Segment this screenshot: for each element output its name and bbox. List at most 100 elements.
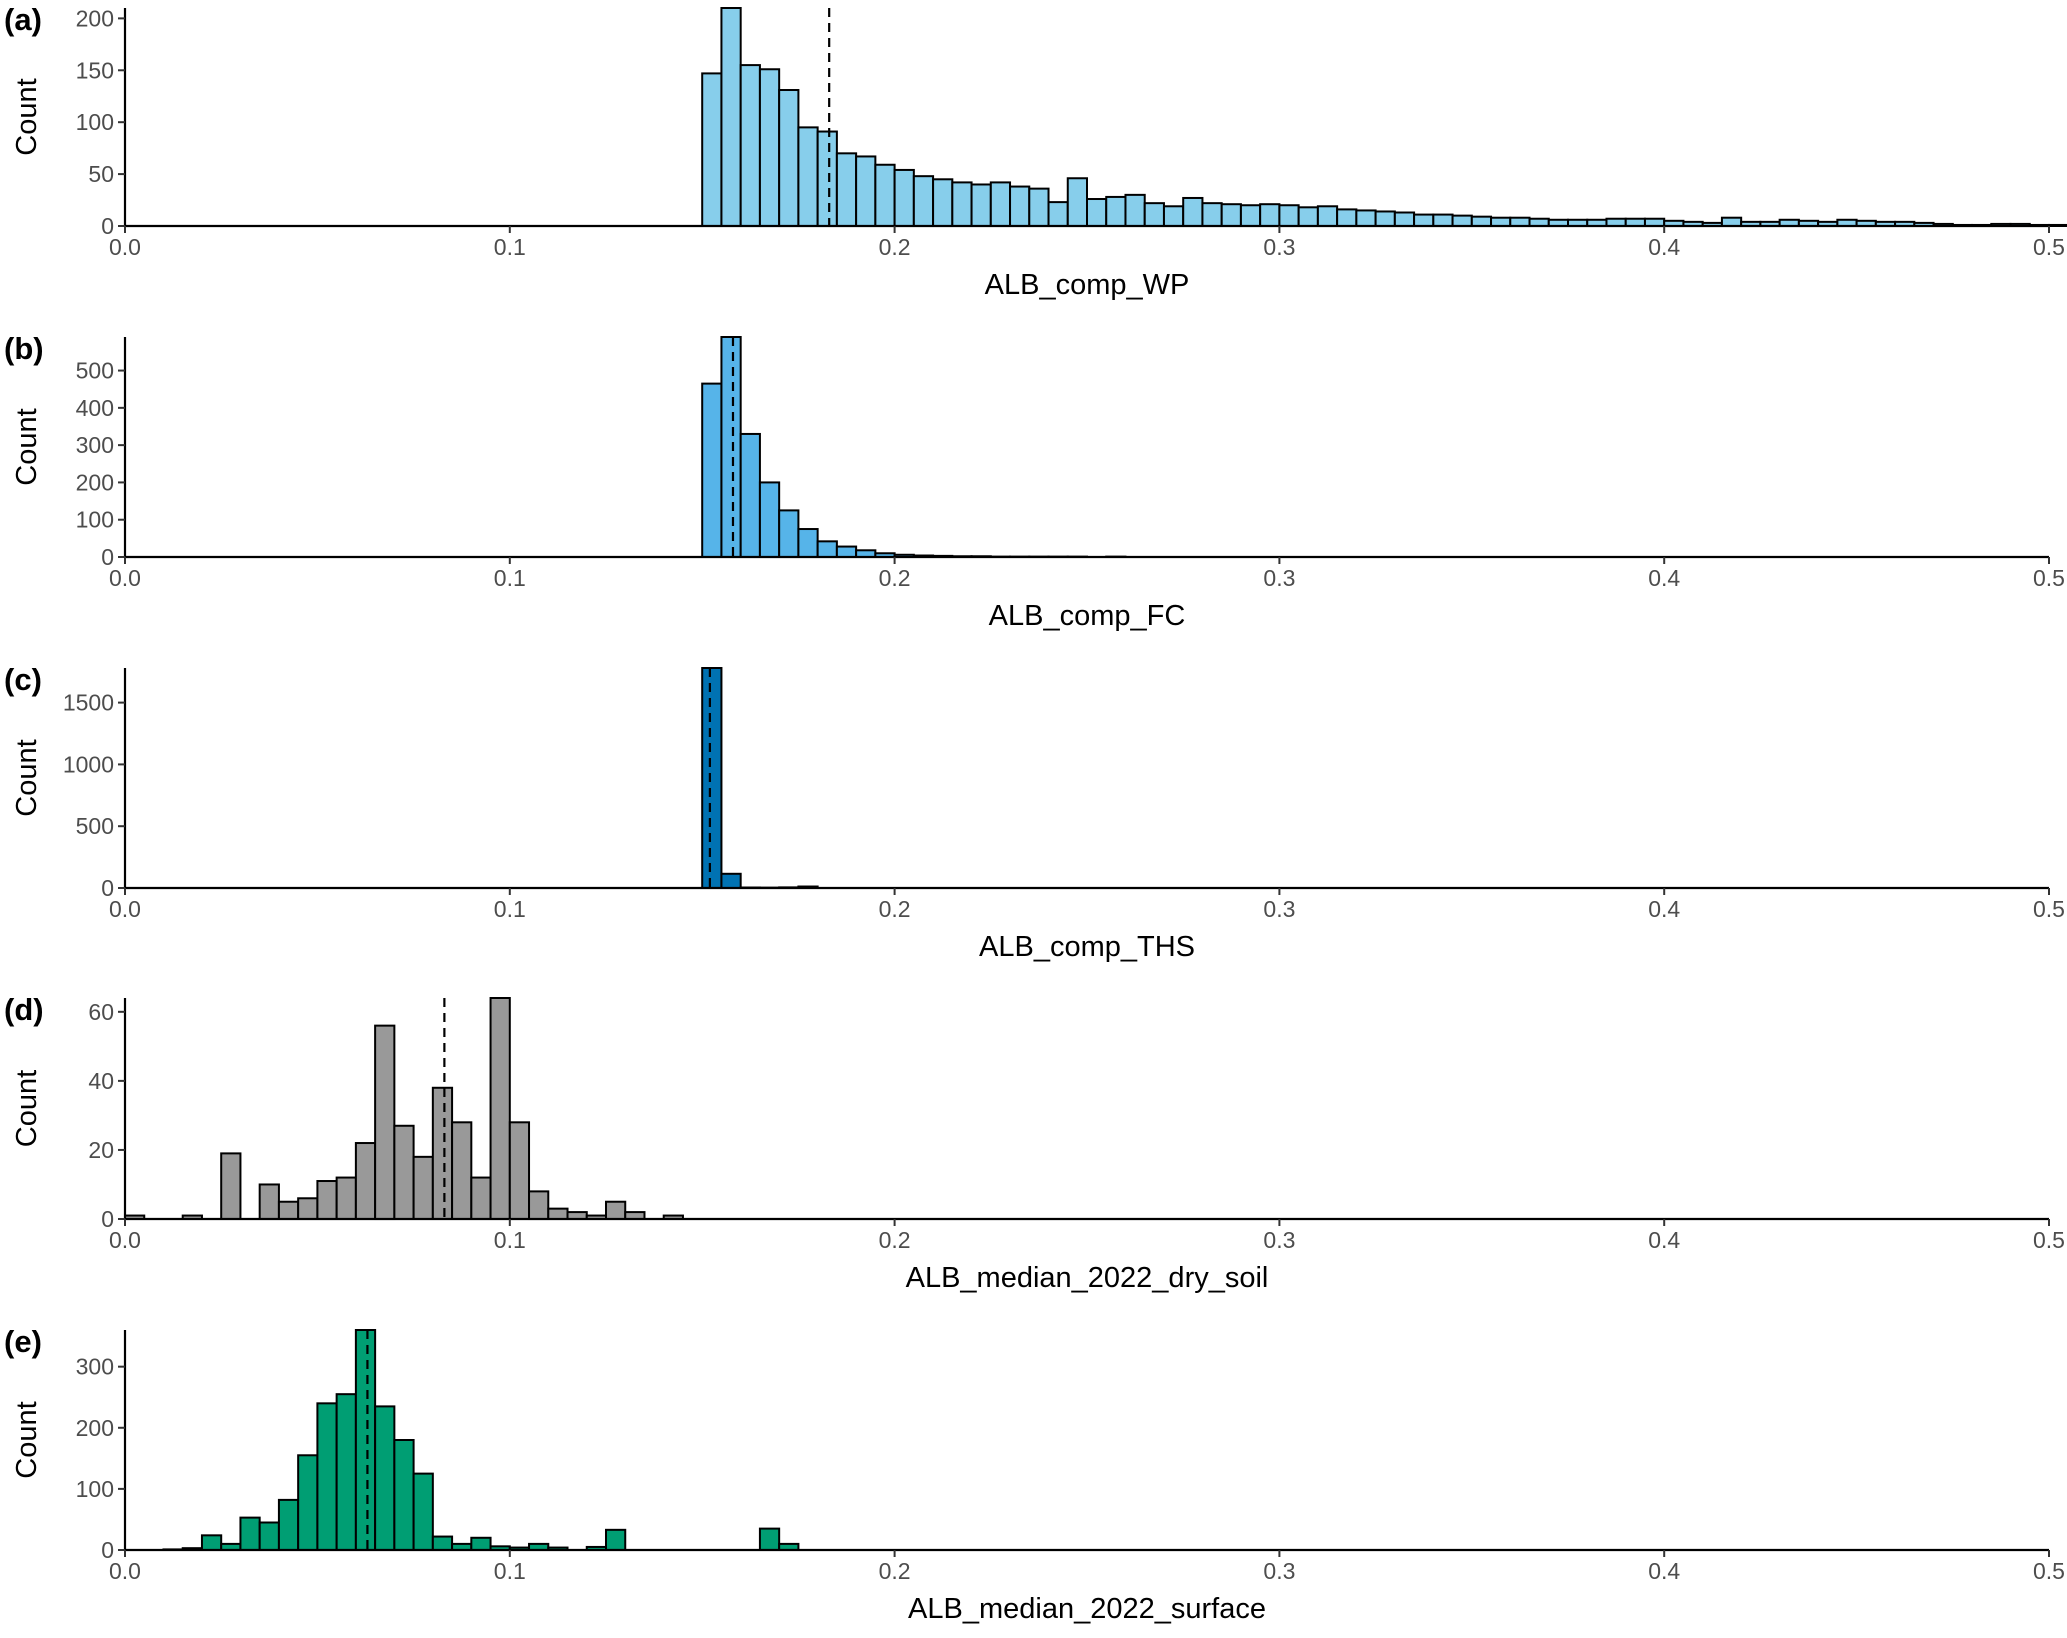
x-tick-label: 0.1 bbox=[494, 234, 526, 260]
histogram-bar bbox=[1220, 203, 1242, 227]
histogram-bar bbox=[200, 1534, 223, 1551]
histogram-bar bbox=[354, 1142, 377, 1221]
y-tick-label: 200 bbox=[76, 469, 114, 495]
histogram-bar bbox=[1451, 214, 1473, 227]
y-tick-label: 20 bbox=[88, 1137, 114, 1163]
histogram-bar bbox=[739, 432, 761, 559]
x-axis-title: ALB_comp_FC bbox=[989, 600, 1186, 632]
x-tick-label: 0.5 bbox=[2033, 565, 2065, 591]
histogram-bar bbox=[835, 545, 858, 558]
histogram-bar bbox=[893, 168, 915, 228]
x-tick-label: 0.0 bbox=[109, 896, 141, 922]
histogram-bar bbox=[874, 163, 896, 227]
x-tick-label: 0.5 bbox=[2033, 1227, 2065, 1253]
histogram-bar bbox=[605, 1528, 627, 1551]
panel-label: (d) bbox=[4, 992, 44, 1027]
histogram-bar bbox=[470, 1176, 492, 1221]
x-axis-title: ALB_comp_THS bbox=[979, 931, 1195, 963]
histogram-bar bbox=[720, 336, 742, 558]
histogram-bar bbox=[431, 1086, 454, 1221]
histogram-bar bbox=[1028, 187, 1050, 228]
panel-label: (e) bbox=[4, 1324, 42, 1359]
histogram-bar bbox=[797, 126, 819, 227]
histogram-bar bbox=[1124, 193, 1146, 227]
histogram-bar bbox=[297, 1454, 319, 1552]
x-tick-label: 0.2 bbox=[879, 565, 911, 591]
histogram-bar bbox=[758, 68, 781, 227]
histogram-bar bbox=[258, 1183, 280, 1220]
histogram-bar bbox=[1259, 203, 1281, 227]
y-axis-title: Count bbox=[11, 1070, 43, 1147]
y-axis-title: Count bbox=[11, 1401, 43, 1478]
y-tick-label: 300 bbox=[76, 432, 114, 458]
y-tick-label: 0 bbox=[101, 1206, 114, 1232]
histogram-bar bbox=[1066, 177, 1089, 227]
panel-label: (b) bbox=[4, 331, 44, 366]
histogram-bar bbox=[720, 7, 742, 227]
histogram-bar bbox=[816, 540, 838, 559]
x-tick-label: 0.3 bbox=[1263, 1227, 1295, 1253]
y-axis-title: Count bbox=[11, 408, 43, 485]
histogram-bar bbox=[701, 72, 723, 228]
y-tick-label: 1000 bbox=[63, 751, 114, 777]
panel-label: (a) bbox=[4, 2, 42, 37]
x-tick-label: 0.5 bbox=[2033, 896, 2065, 922]
histogram-bar bbox=[277, 1200, 300, 1220]
y-tick-label: 40 bbox=[88, 1068, 114, 1094]
y-tick-label: 200 bbox=[76, 5, 114, 31]
histogram-bar bbox=[412, 1472, 434, 1551]
histogram-bar bbox=[393, 1439, 415, 1551]
histogram-bar bbox=[739, 64, 761, 227]
histogram-bar bbox=[912, 175, 935, 227]
x-tick-label: 0.1 bbox=[494, 1227, 526, 1253]
panel-5: 0.0 0.1 0.2 0.3 0.4 0.5 0 100 200 300 Count ALB_med… bbox=[4, 1324, 2065, 1625]
histogram-bar bbox=[816, 130, 838, 227]
histogram-bar bbox=[1470, 215, 1493, 228]
histogram-bar bbox=[932, 178, 954, 227]
y-tick-label: 0 bbox=[101, 1537, 114, 1563]
histogram-bar bbox=[1355, 209, 1377, 227]
histogram-bar bbox=[855, 155, 877, 227]
histogram-bar bbox=[258, 1521, 280, 1551]
y-tick-label: 0 bbox=[101, 213, 114, 239]
histogram-bar bbox=[297, 1197, 319, 1221]
x-tick-label: 0.5 bbox=[2033, 234, 2065, 260]
histogram-bar bbox=[989, 181, 1012, 227]
histogram-bar bbox=[797, 528, 819, 559]
panel-4: 0.0 0.1 0.2 0.3 0.4 0.5 0 20 40 60 Count ALB_median… bbox=[4, 992, 2065, 1294]
histogram-bar bbox=[374, 1405, 396, 1552]
histogram-bar bbox=[758, 1527, 781, 1551]
y-tick-label: 0 bbox=[101, 875, 114, 901]
histogram-bar bbox=[470, 1536, 492, 1552]
y-tick-label: 100 bbox=[76, 109, 114, 135]
y-tick-label: 0 bbox=[101, 544, 114, 570]
histogram-bar bbox=[951, 181, 973, 227]
histogram-bar bbox=[778, 89, 800, 228]
histogram-bar bbox=[1182, 196, 1204, 228]
panel-2: 0.0 0.1 0.2 0.3 0.4 0.5 0 100 200 300 400 500 Count A… bbox=[4, 331, 2065, 632]
x-tick-label: 0.3 bbox=[1263, 565, 1295, 591]
y-tick-label: 300 bbox=[76, 1354, 114, 1380]
x-axis-title: ALB_comp_WP bbox=[985, 269, 1190, 301]
histogram-bar bbox=[239, 1516, 261, 1551]
histogram-bar bbox=[701, 382, 723, 558]
histogram-bar bbox=[1413, 213, 1435, 228]
histogram-bar bbox=[701, 667, 723, 889]
y-tick-label: 400 bbox=[76, 395, 114, 421]
histogram-bar bbox=[354, 1329, 377, 1551]
histogram-bar bbox=[1086, 198, 1108, 227]
y-tick-label: 200 bbox=[76, 1415, 114, 1441]
histogram-bar bbox=[220, 1152, 242, 1221]
histogram-bar bbox=[1278, 204, 1300, 228]
histogram-bar bbox=[393, 1124, 415, 1221]
x-tick-label: 0.2 bbox=[879, 234, 911, 260]
histogram-bar bbox=[970, 183, 992, 227]
x-tick-label: 0.1 bbox=[494, 1558, 526, 1584]
histogram-bar bbox=[335, 1393, 357, 1552]
x-tick-label: 0.3 bbox=[1263, 896, 1295, 922]
histogram-bar bbox=[605, 1200, 627, 1220]
x-tick-label: 0.1 bbox=[494, 896, 526, 922]
histogram-bar bbox=[412, 1155, 434, 1220]
y-tick-label: 100 bbox=[76, 507, 114, 533]
